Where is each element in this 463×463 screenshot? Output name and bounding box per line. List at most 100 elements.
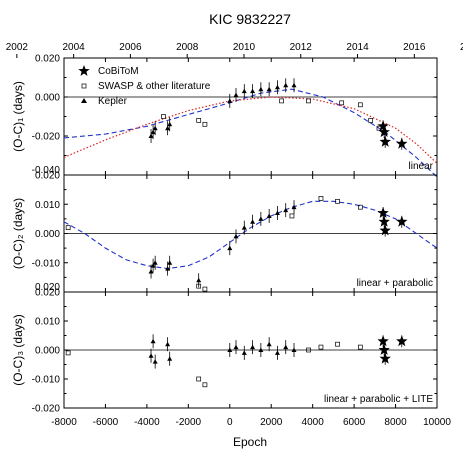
oc-panels: -0.040 -0.020 0.000 0.020 (O-C)₁ (days) linea… <box>11 54 438 415</box>
swasp-point <box>306 347 311 353</box>
x-tick-label: 6000 <box>343 417 366 428</box>
legend-kepler-marker <box>81 98 87 103</box>
kepler-point <box>241 88 247 94</box>
kepler-point <box>227 98 233 103</box>
kepler-point <box>152 125 158 131</box>
kepler-point <box>283 344 289 350</box>
kepler-point <box>148 353 154 358</box>
swasp-point <box>335 341 340 347</box>
y-tick-label: 0.020 <box>35 282 60 293</box>
kepler-point <box>266 341 272 347</box>
y-tick-label: -0.040 <box>32 165 61 176</box>
swasp-point <box>318 196 324 201</box>
swasp-point <box>335 198 340 204</box>
kepler-point <box>152 359 158 364</box>
kepler-point <box>274 350 280 355</box>
x-tick-label: -4000 <box>134 417 160 428</box>
y-tick-label: -0.010 <box>32 258 61 269</box>
y-axis-label: (O-C)₂ (days) <box>11 198 25 269</box>
y-tick-label: 0.020 <box>35 171 60 182</box>
panel-1: -0.040 -0.020 0.000 0.020 (O-C)₁ (days) linea… <box>11 54 438 178</box>
cobitom-point <box>379 352 391 364</box>
legend-entry: Kepler <box>98 96 128 107</box>
kepler-point <box>266 213 272 218</box>
kepler-point <box>165 266 171 271</box>
kepler-point <box>165 125 171 131</box>
kepler-point <box>266 86 272 92</box>
legend-entry: CoBiToM <box>98 66 139 77</box>
year-tick-label: 2004 <box>63 42 86 53</box>
x-tick-label: 8000 <box>384 417 407 428</box>
kepler-point <box>241 350 247 355</box>
kepler-point <box>291 204 297 210</box>
legend-entry: SWASP & other literature <box>98 81 211 92</box>
kepler-point <box>258 216 264 221</box>
x-axis-label: Epoch <box>233 435 267 449</box>
x-tick-label: -8000 <box>51 417 77 428</box>
swasp-point <box>65 350 71 356</box>
epoch-axis: -8000 -6000 -4000 -2000 0 2000 4000 6000 8000 100… <box>51 417 451 428</box>
kepler-point <box>274 84 280 90</box>
y-tick-label: 0.020 <box>35 288 60 299</box>
y-tick-label: 0.020 <box>35 54 60 65</box>
swasp-point <box>196 118 202 123</box>
swasp-point <box>368 118 374 123</box>
kepler-point <box>233 344 239 350</box>
x-tick-label: -2000 <box>176 417 202 428</box>
y-tick-label: 0.000 <box>35 229 60 240</box>
swasp-point <box>65 225 71 230</box>
cobitom-point <box>377 335 389 347</box>
kepler-point <box>291 82 297 88</box>
kepler-point <box>150 338 156 344</box>
swasp-point <box>196 376 202 382</box>
kepler-point <box>283 207 289 213</box>
kepler-point <box>258 347 264 352</box>
kepler-point <box>227 245 233 251</box>
year-tick-label: 2014 <box>346 42 369 53</box>
swasp-point <box>196 283 202 289</box>
kepler-point <box>152 260 158 265</box>
cobitom-point <box>378 215 390 227</box>
kepler-point <box>165 341 171 347</box>
kepler-point <box>167 356 173 361</box>
year-tick-label: 2008 <box>176 42 199 53</box>
y-axis-label: (O-C)₃ (days) <box>11 314 25 386</box>
swasp-point <box>202 382 208 388</box>
swasp-point <box>357 344 363 350</box>
kepler-point <box>196 277 202 283</box>
swasp-point <box>306 98 311 104</box>
fit-curve-1 <box>63 88 438 178</box>
y-tick-label: -0.020 <box>32 132 61 143</box>
year-tick-label: 2016 <box>403 42 426 53</box>
year-tick-label: 2012 <box>290 42 313 53</box>
kepler-point <box>274 210 280 216</box>
cobitom-point <box>396 137 408 149</box>
panel-note: linear + parabolic <box>357 278 433 289</box>
kepler-point <box>241 225 247 230</box>
kepler-point <box>250 88 256 94</box>
swasp-point <box>357 204 363 210</box>
x-tick-label: 2000 <box>260 417 283 428</box>
y-tick-label: 0.000 <box>35 346 60 357</box>
y-axis-label: (O-C)₁ (days) <box>11 81 25 152</box>
kepler-point <box>283 82 289 88</box>
swasp-point <box>202 121 208 127</box>
cobitom-point <box>396 215 408 227</box>
year-tick-label: 2010 <box>233 42 256 53</box>
legend-cobitom-marker <box>78 65 90 76</box>
chart-title: KIC 9832227 <box>209 11 291 27</box>
kepler-point <box>227 347 233 352</box>
cobitom-point <box>377 207 389 218</box>
kepler-point <box>148 269 154 274</box>
swasp-point <box>289 213 295 219</box>
x-tick-label: 0 <box>227 417 233 428</box>
swasp-point <box>318 344 324 350</box>
kepler-point <box>148 133 154 138</box>
x-tick-label: 4000 <box>302 417 325 428</box>
swasp-point <box>357 102 363 108</box>
kepler-point <box>150 129 156 135</box>
fit-curve-2 <box>63 96 438 164</box>
y-tick-label: 0.000 <box>35 93 60 104</box>
kepler-point <box>233 233 239 239</box>
